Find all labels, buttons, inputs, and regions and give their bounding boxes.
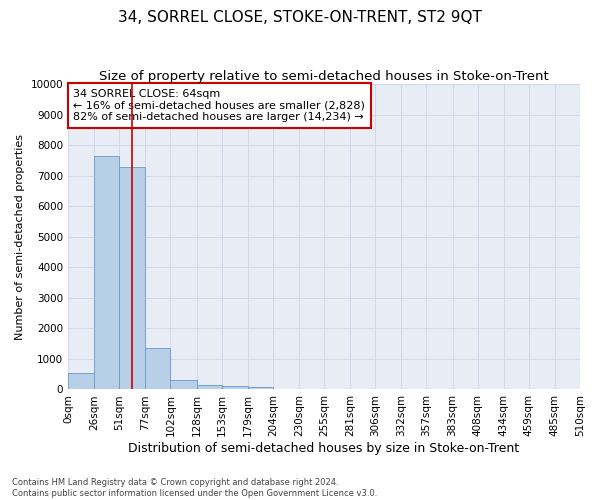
Bar bbox=[221, 386, 248, 390]
Bar bbox=[170, 380, 197, 390]
Title: Size of property relative to semi-detached houses in Stoke-on-Trent: Size of property relative to semi-detach… bbox=[99, 70, 549, 83]
Text: Contains HM Land Registry data © Crown copyright and database right 2024.
Contai: Contains HM Land Registry data © Crown c… bbox=[12, 478, 377, 498]
Bar bbox=[119, 166, 145, 390]
Bar bbox=[248, 386, 273, 390]
Text: 34 SORREL CLOSE: 64sqm
← 16% of semi-detached houses are smaller (2,828)
82% of : 34 SORREL CLOSE: 64sqm ← 16% of semi-det… bbox=[73, 88, 365, 122]
Bar bbox=[68, 373, 94, 390]
Bar bbox=[197, 384, 221, 390]
Text: 34, SORREL CLOSE, STOKE-ON-TRENT, ST2 9QT: 34, SORREL CLOSE, STOKE-ON-TRENT, ST2 9Q… bbox=[118, 10, 482, 25]
Bar bbox=[94, 156, 119, 390]
Y-axis label: Number of semi-detached properties: Number of semi-detached properties bbox=[15, 134, 25, 340]
X-axis label: Distribution of semi-detached houses by size in Stoke-on-Trent: Distribution of semi-detached houses by … bbox=[128, 442, 520, 455]
Bar bbox=[145, 348, 170, 390]
